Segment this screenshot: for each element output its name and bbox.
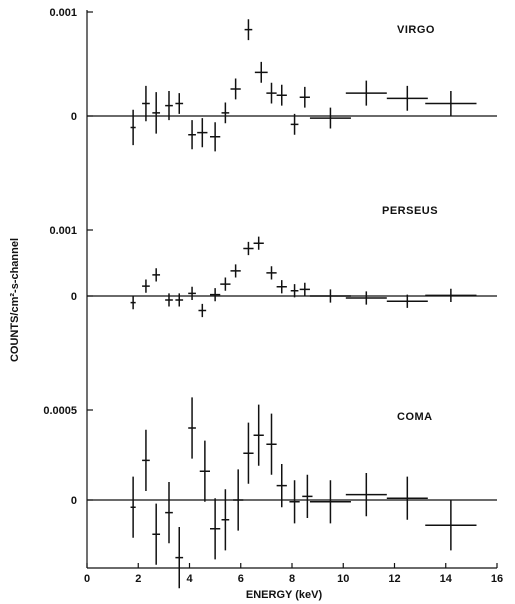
data-point	[386, 476, 428, 520]
data-point	[198, 303, 207, 318]
data-point	[188, 120, 196, 150]
data-point	[345, 473, 387, 517]
data-point	[233, 469, 244, 531]
x-tick-label: 4	[186, 573, 193, 585]
data-point	[425, 500, 477, 551]
y-tick-label: 0.001	[49, 7, 77, 19]
data-point	[142, 429, 150, 491]
data-point	[220, 277, 231, 291]
panel-virgo	[87, 11, 497, 152]
data-point	[309, 480, 351, 524]
y-tick-label: 0	[71, 111, 77, 123]
y-tick-label: 0.0005	[43, 405, 77, 417]
panel-label: COMA	[397, 411, 433, 423]
x-tick-label: 2	[135, 573, 141, 585]
data-point	[188, 397, 196, 459]
data-point	[253, 236, 264, 250]
data-point	[210, 498, 221, 560]
data-point	[254, 61, 268, 83]
data-point	[142, 85, 150, 122]
y-axis-title: COUNTS/cm²-s-channel	[9, 238, 21, 362]
data-point	[210, 122, 221, 152]
data-point	[175, 293, 184, 307]
x-tick-label: 14	[440, 573, 453, 585]
data-point	[230, 78, 241, 100]
data-point	[309, 107, 351, 129]
y-tick-label: 0	[71, 495, 77, 507]
y-tick-label: 0	[71, 291, 77, 303]
data-point	[276, 280, 287, 294]
data-point	[386, 294, 428, 308]
x-tick-label: 10	[337, 573, 349, 585]
data-point	[309, 289, 351, 303]
data-point	[276, 464, 287, 508]
panel-coma	[87, 397, 497, 589]
x-axis-title: ENERGY (keV)	[246, 589, 323, 601]
data-point	[290, 113, 299, 135]
data-point	[425, 288, 477, 302]
data-point	[199, 440, 210, 502]
data-point	[175, 527, 184, 589]
data-point	[425, 91, 477, 116]
panel-perseus	[87, 229, 497, 318]
data-point	[276, 84, 287, 106]
x-tick-label: 16	[491, 573, 503, 585]
data-point	[221, 102, 230, 124]
data-point	[142, 279, 150, 293]
data-point	[165, 482, 173, 544]
x-tick-label: 8	[289, 573, 295, 585]
data-point	[302, 474, 313, 518]
data-point	[230, 264, 241, 278]
data-point	[244, 19, 253, 41]
data-point	[152, 268, 161, 282]
data-point	[175, 93, 184, 114]
data-point	[130, 109, 136, 146]
text-layer: 0 2 4 6 8 10 12 14 16 ENERGY (keV) COUNTS/cm²-s-ch…	[9, 7, 503, 601]
panel-label: PERSEUS	[382, 205, 438, 217]
x-tick-label: 0	[84, 573, 90, 585]
data-point	[243, 422, 254, 484]
data-point	[152, 92, 161, 134]
panels-layer	[87, 11, 497, 589]
data-point	[345, 80, 387, 106]
data-point	[152, 503, 161, 565]
y-tick-label: 0.001	[49, 225, 77, 237]
data-point	[165, 293, 173, 307]
data-point	[253, 404, 264, 466]
x-tick-label: 6	[238, 573, 244, 585]
data-point	[130, 296, 136, 310]
axes-layer	[86, 10, 498, 569]
data-point	[290, 284, 299, 298]
data-point	[210, 288, 221, 302]
data-point	[289, 480, 300, 524]
data-point	[266, 82, 277, 104]
data-point	[130, 476, 136, 538]
data-point	[266, 266, 277, 280]
x-tick-label: 12	[388, 573, 400, 585]
data-point	[243, 241, 254, 256]
data-point	[165, 91, 173, 121]
data-point	[266, 413, 277, 475]
data-point	[188, 286, 196, 300]
data-point	[386, 85, 428, 111]
panel-label: VIRGO	[397, 24, 435, 36]
data-point	[221, 489, 230, 551]
data-point	[299, 282, 310, 296]
data-point	[299, 86, 310, 108]
data-point	[345, 291, 387, 305]
data-point	[197, 118, 208, 148]
